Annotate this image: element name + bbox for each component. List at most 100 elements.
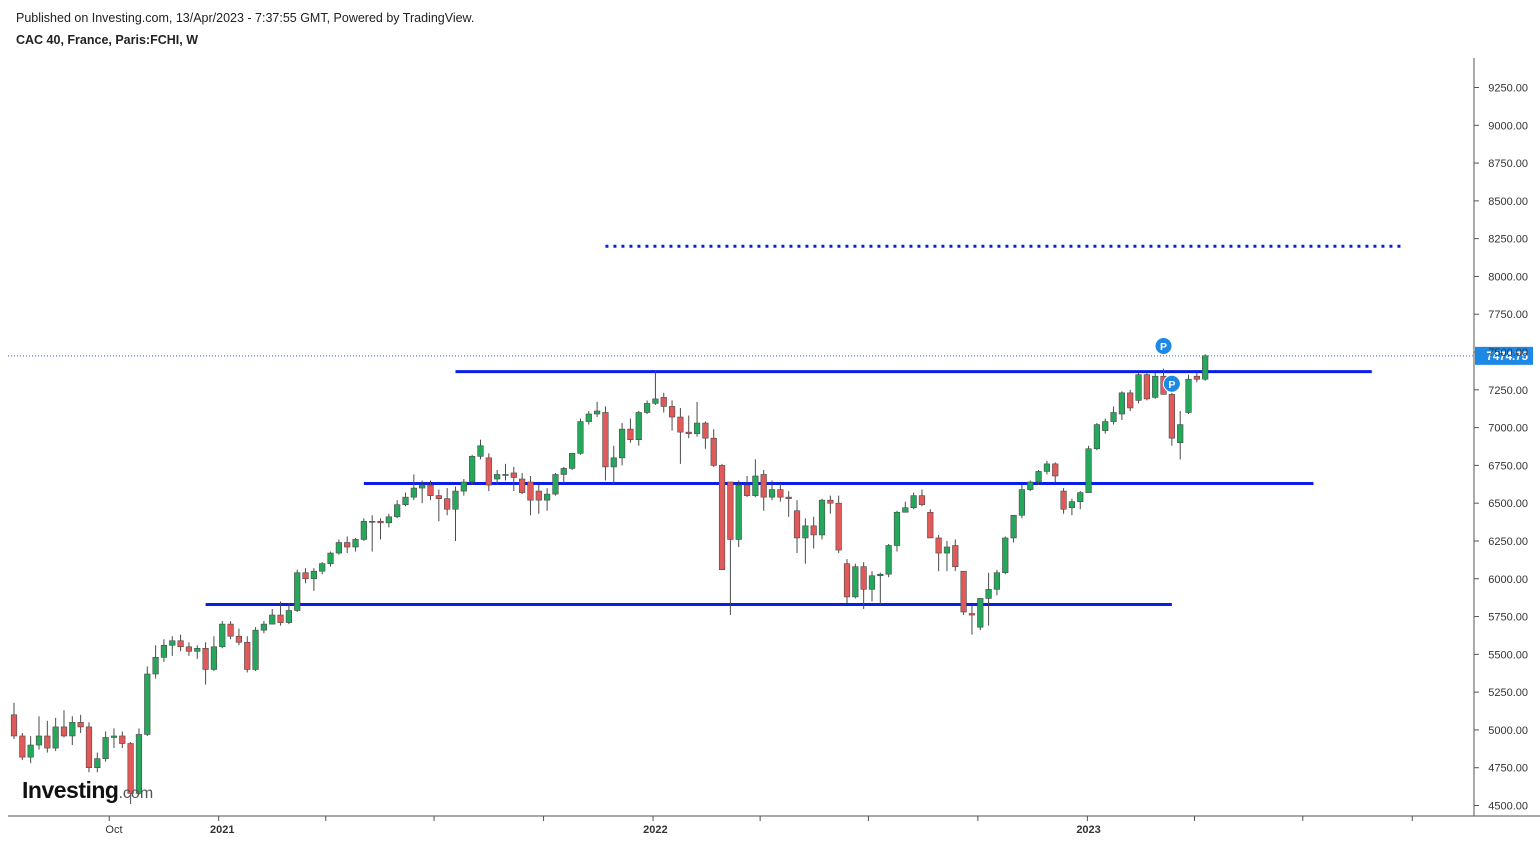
candle-body xyxy=(352,539,359,548)
candle-body xyxy=(1018,489,1026,516)
candle xyxy=(235,628,243,646)
candle xyxy=(1093,423,1100,451)
candle xyxy=(1060,488,1067,514)
pivot-markers: PP xyxy=(1154,336,1181,393)
candle xyxy=(602,406,609,481)
candle-body xyxy=(718,465,726,570)
candle xyxy=(110,728,118,749)
candle xyxy=(419,480,426,504)
candle-body xyxy=(135,734,143,794)
y-tick-label: 9000.00 xyxy=(1488,120,1528,132)
publish-info: Published on Investing.com, 13/Apr/2023 … xyxy=(16,11,475,25)
candle xyxy=(593,401,601,418)
candle xyxy=(327,551,334,567)
candle xyxy=(793,500,801,554)
candle-body xyxy=(244,641,251,670)
candle xyxy=(560,466,567,484)
candle-body xyxy=(1118,392,1125,415)
candle xyxy=(27,735,34,764)
candle-body xyxy=(643,403,651,413)
candle xyxy=(802,518,809,564)
candle-body xyxy=(785,496,792,499)
y-tick-label: 8250.00 xyxy=(1488,234,1528,246)
candle xyxy=(44,720,51,753)
y-tick-label: 5500.00 xyxy=(1488,649,1528,661)
candle xyxy=(535,485,542,514)
candle xyxy=(10,702,18,739)
candle xyxy=(668,400,676,431)
y-tick-label: 5750.00 xyxy=(1488,612,1528,624)
candle-body xyxy=(44,735,51,749)
candle xyxy=(294,569,301,613)
candle xyxy=(835,495,842,554)
x-tick-label: 2021 xyxy=(210,824,234,836)
candle xyxy=(1143,373,1150,401)
candle xyxy=(85,722,93,773)
candle-body xyxy=(602,412,609,468)
candle xyxy=(477,439,484,460)
candle-body xyxy=(285,610,292,623)
candle xyxy=(510,466,517,492)
candle-body xyxy=(743,484,751,496)
y-tick-label: 6250.00 xyxy=(1488,536,1528,548)
candle xyxy=(577,418,584,455)
y-tick-label: 6500.00 xyxy=(1488,498,1528,510)
candle-body xyxy=(119,735,126,744)
candle-body xyxy=(260,623,268,631)
candle xyxy=(335,539,342,555)
candle xyxy=(444,488,451,516)
candle-body xyxy=(552,474,559,495)
candle xyxy=(252,627,259,671)
candle xyxy=(1177,410,1184,460)
candle xyxy=(1193,373,1200,383)
candle xyxy=(1085,445,1092,493)
pivot-marker-circle xyxy=(1154,336,1173,355)
pivot-marker-circle xyxy=(1162,374,1181,393)
candle xyxy=(985,572,992,626)
pivot-marker[interactable]: P xyxy=(1162,374,1181,393)
candle-body xyxy=(893,511,901,546)
candle xyxy=(210,636,218,671)
candle-body xyxy=(635,412,642,440)
candle xyxy=(427,480,434,501)
candle-body xyxy=(1193,375,1200,380)
candle xyxy=(743,475,751,498)
candle xyxy=(752,459,759,498)
candle-body xyxy=(610,457,617,468)
candle xyxy=(552,472,559,496)
candle xyxy=(277,601,284,626)
pivot-marker[interactable]: P xyxy=(1154,336,1173,355)
candle-body xyxy=(702,422,709,439)
candle-body xyxy=(194,647,201,652)
candle xyxy=(968,605,976,635)
candle-body xyxy=(810,525,817,536)
candle-body xyxy=(252,629,259,670)
candle-body xyxy=(952,545,959,567)
candle-body xyxy=(1093,424,1100,450)
candle-body xyxy=(735,484,742,540)
y-tick-label: 6750.00 xyxy=(1488,460,1528,472)
candle-body xyxy=(452,490,459,510)
candle-body xyxy=(1143,374,1150,400)
candle-body xyxy=(394,504,401,518)
candle xyxy=(1010,514,1017,543)
candle xyxy=(1068,498,1076,516)
candle-body xyxy=(593,410,601,415)
y-tick-label: 4750.00 xyxy=(1488,763,1528,775)
candle xyxy=(127,742,134,804)
candle xyxy=(260,621,268,634)
candle xyxy=(310,568,317,591)
candle xyxy=(1052,462,1059,483)
candle xyxy=(710,429,717,467)
candle-body xyxy=(585,413,592,422)
last-price-dotted-line: 7474.75 xyxy=(8,346,1533,365)
candles xyxy=(10,354,1209,804)
candle-body xyxy=(160,644,168,658)
candle-body xyxy=(618,428,626,459)
candle xyxy=(777,483,784,502)
candle-body xyxy=(943,546,951,554)
candle xyxy=(818,498,826,540)
candle-body xyxy=(1152,375,1159,398)
candle-body xyxy=(327,552,334,564)
